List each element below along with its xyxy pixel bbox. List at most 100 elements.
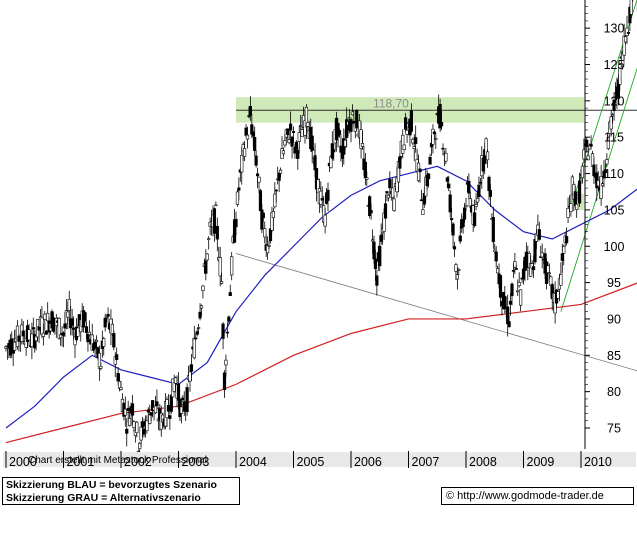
price-tick-90: 90 <box>607 312 621 326</box>
candle-160 <box>234 211 238 236</box>
candle-66 <box>99 362 103 371</box>
candle-312 <box>452 241 457 258</box>
candle-145 <box>212 207 217 242</box>
year-label-2007: 2007 <box>412 455 440 469</box>
price-tick-100: 100 <box>604 240 625 254</box>
candle-419 <box>606 136 610 151</box>
candle-183 <box>267 240 271 250</box>
trend-line-1 <box>235 253 637 372</box>
candle-418 <box>605 153 609 167</box>
candle-329 <box>477 176 481 202</box>
candle-161 <box>235 189 240 207</box>
candle-417 <box>603 163 608 179</box>
candle-355 <box>514 264 518 270</box>
candle-248 <box>360 130 365 150</box>
candle-80 <box>119 381 123 391</box>
candle-294 <box>427 172 431 188</box>
candle-75 <box>112 330 116 351</box>
candle-228 <box>332 149 336 161</box>
year-label-2000: 2000 <box>9 455 37 469</box>
time-axis: 2000 2001 2002 2003 2004 2005 2006 2007 2008 2009… <box>5 451 612 469</box>
candle-156 <box>228 284 232 297</box>
candle-154 <box>225 322 229 338</box>
candle-433 <box>626 30 631 36</box>
candle-149 <box>218 246 222 287</box>
candle-409 <box>592 156 596 184</box>
year-label-2009: 2009 <box>527 455 555 469</box>
candle-224 <box>326 182 330 212</box>
candle-188 <box>274 189 278 203</box>
candle-153 <box>224 354 228 377</box>
candle-308 <box>447 175 451 192</box>
year-label-2006: 2006 <box>354 455 382 469</box>
source-link[interactable]: http://www.godmode-trader.de <box>457 490 604 502</box>
candle-335 <box>485 149 490 168</box>
candle-168 <box>245 126 250 149</box>
candle-264 <box>383 194 388 219</box>
candle-129 <box>189 354 194 382</box>
legend-grey: Skizzierung GRAU = Alternativszenario <box>6 492 201 504</box>
chart-credit: Chart erstellt mit Metastock Professiona… <box>28 455 207 466</box>
candle-341 <box>494 245 498 268</box>
candle-397 <box>575 193 579 218</box>
candle-407 <box>589 135 593 150</box>
price-tick-115: 115 <box>604 131 624 145</box>
candle-141 <box>207 236 211 250</box>
candle-254 <box>369 203 373 220</box>
price-tick-75: 75 <box>607 422 621 436</box>
candle-358 <box>519 289 523 312</box>
candle-282 <box>409 103 413 134</box>
candle-71 <box>106 307 110 324</box>
candle-177 <box>258 188 263 212</box>
candlesticks <box>4 0 637 458</box>
candle-134 <box>197 323 201 335</box>
candle-399 <box>577 172 582 207</box>
candle-401 <box>580 162 585 184</box>
candle-270 <box>392 195 396 212</box>
candle-388 <box>562 244 566 266</box>
candle-288 <box>418 168 422 183</box>
candle-306 <box>444 147 448 165</box>
candle-386 <box>559 262 563 286</box>
candle-137 <box>201 284 205 299</box>
source-box[interactable]: © http://www.godmode-trader.de <box>441 487 634 505</box>
candle-251 <box>365 171 369 187</box>
time-axis-band <box>3 452 636 467</box>
candle-146 <box>214 201 218 207</box>
year-label-2005: 2005 <box>297 455 325 469</box>
candle-58 <box>87 320 91 336</box>
candle-126 <box>185 383 189 416</box>
candle-391 <box>566 197 570 224</box>
candle-322 <box>467 173 471 200</box>
candle-200 <box>291 126 296 143</box>
candle-44 <box>67 290 71 322</box>
copyright-icon: © <box>446 490 455 502</box>
candle-136 <box>199 304 204 316</box>
candle-203 <box>296 146 300 170</box>
candle-295 <box>428 153 432 165</box>
candle-304 <box>441 143 445 156</box>
scenario-legend: Skizzierung BLAU = bevorzugtes Szenario … <box>2 477 240 505</box>
candle-244 <box>355 109 359 131</box>
candle-193 <box>281 147 286 156</box>
candle-390 <box>565 227 569 246</box>
candle-147 <box>215 217 219 252</box>
price-axis: 7580859095100105110115120125130135140145… <box>585 6 625 436</box>
candle-105 <box>155 389 159 409</box>
candle-222 <box>323 208 327 234</box>
candle-88 <box>130 394 135 425</box>
candle-152 <box>222 370 227 398</box>
price-tick-80: 80 <box>607 385 621 399</box>
price-tick-105: 105 <box>604 203 625 217</box>
trend-line-2 <box>560 67 637 312</box>
price-tick-110: 110 <box>604 167 624 181</box>
candle-26 <box>41 323 45 346</box>
moving-average-1 <box>5 282 637 444</box>
candle-174 <box>254 150 258 168</box>
year-label-2001: 2001 <box>67 455 95 469</box>
candle-337 <box>488 183 493 207</box>
candle-311 <box>451 221 455 249</box>
candle-162 <box>237 177 241 201</box>
price-tick-85: 85 <box>607 349 621 363</box>
